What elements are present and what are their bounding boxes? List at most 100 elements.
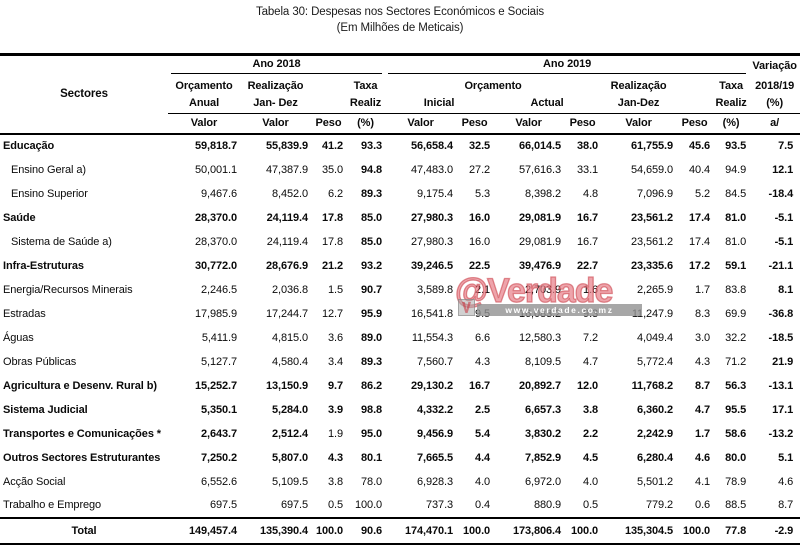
table-row: Sistema Judicial 5,350.1 5,284.0 3.9 98.8 4,… (0, 398, 800, 422)
sector-label: Saúde (3, 211, 36, 224)
value-cell: 22.7 (577, 259, 599, 272)
header-row-groups: Orçamento Anual Realização Jan- Dez Taxa… (0, 76, 800, 114)
value-cell: -5.1 (774, 211, 794, 224)
value-cell: 98.8 (361, 403, 383, 416)
value-cell: 88.5 (725, 499, 747, 511)
value-cell: 8.1 (778, 283, 794, 296)
sector-label: Águas (3, 331, 34, 344)
value-cell: 41.2 (321, 140, 343, 152)
value-cell: 5,411.9 (201, 331, 237, 344)
col-header-valor: Valor (240, 113, 311, 135)
sector-label: Agricultura e Desenv. Rural b) (3, 379, 157, 392)
value-cell: 59.1 (725, 259, 747, 272)
value-cell: 3,830.2 (525, 427, 562, 440)
value-cell: 9.7 (328, 379, 343, 392)
table-row: Educação 59,818.7 55,839.9 41.2 93.3 56,658.… (0, 134, 800, 158)
table-row: Sistema de Saúde a) 28,370.0 24,119.4 17.8… (0, 230, 800, 254)
value-cell: 2,643.7 (200, 427, 237, 440)
value-cell: 27.2 (469, 163, 491, 176)
value-cell: 9,456.9 (417, 427, 454, 440)
value-cell: 100.0 (456, 516, 494, 545)
value-cell: 8.3 (695, 307, 711, 320)
actual-header: Actual (530, 96, 564, 109)
value-cell: 7,250.2 (200, 451, 237, 464)
value-cell: 6,280.4 (637, 451, 674, 464)
col-header-peso: Peso (311, 113, 346, 135)
value-cell: 5,284.0 (271, 403, 308, 416)
value-cell: -21.1 (768, 259, 794, 272)
value-cell: 22.5 (469, 259, 491, 272)
value-cell: 13,150.9 (265, 379, 308, 392)
col-header-pct: (%) (713, 113, 750, 135)
value-cell: 93.3 (361, 140, 383, 152)
value-cell: 32.2 (725, 331, 747, 344)
value-cell: 27,980.3 (411, 211, 454, 224)
value-cell: 38.0 (577, 140, 599, 152)
col-header-valor: Valor (493, 113, 565, 135)
value-cell: 80.1 (361, 451, 383, 464)
value-cell: 21.2 (321, 259, 343, 272)
value-cell: 7.2 (583, 331, 599, 344)
value-cell: 56.3 (725, 379, 747, 392)
value-cell: 90.6 (346, 516, 386, 545)
value-cell: 3.4 (328, 355, 343, 368)
value-cell: 95.9 (361, 307, 383, 320)
value-cell: 23,335.6 (631, 259, 674, 272)
value-cell: 6,657.3 (525, 403, 562, 416)
value-cell: -18.4 (768, 187, 794, 200)
value-cell: 86.2 (361, 379, 383, 392)
value-cell: 39,246.5 (411, 259, 454, 272)
value-cell: 6,928.3 (417, 475, 454, 488)
value-cell: 89.3 (361, 355, 383, 368)
table-row: Energia/Recursos Minerais 2,246.5 2,036.8… (0, 278, 800, 302)
value-cell: 89.0 (361, 331, 383, 344)
value-cell: 4.7 (695, 403, 711, 416)
value-cell: 32.5 (469, 140, 491, 152)
sector-label: Infra-Estruturas (3, 259, 84, 272)
value-cell: 5,807.0 (271, 451, 308, 464)
value-cell: 85.0 (361, 211, 383, 224)
value-cell: 8,398.2 (525, 187, 562, 200)
value-cell: 4.7 (583, 355, 599, 368)
value-cell: 4.1 (695, 475, 711, 488)
value-cell: 2.2 (583, 427, 599, 440)
value-cell: 2,512.4 (271, 427, 308, 440)
sector-label: Transportes e Comunicações * (3, 427, 161, 440)
document-subtitle: (Em Milhões de Meticais) (336, 22, 464, 34)
value-cell: 4.6 (695, 451, 711, 464)
sector-label: Educação (3, 140, 55, 152)
value-cell: 20,892.7 (519, 379, 562, 392)
value-cell: 66,014.5 (519, 140, 562, 152)
table-body: Educação 59,818.7 55,839.9 41.2 93.3 56,658.… (0, 134, 800, 545)
value-cell: 2,246.5 (200, 283, 237, 296)
value-cell: 7,852.9 (525, 451, 562, 464)
value-cell: 8,109.5 (525, 355, 562, 368)
value-cell: 12,580.3 (519, 331, 562, 344)
value-cell: 2,036.8 (271, 283, 308, 296)
table-row: Transportes e Comunicações * 2,643.7 2,51… (0, 422, 800, 446)
value-cell: 7.5 (778, 140, 794, 152)
table-row: Trabalho e Emprego 697.5 697.5 0.5 100.0 737… (0, 494, 800, 518)
value-cell: 7,560.7 (417, 355, 454, 368)
sector-label: Ensino Geral a) (11, 163, 86, 176)
value-cell: 17.8 (321, 211, 343, 224)
value-cell: 11,554.3 (411, 331, 454, 344)
value-cell: 4,580.4 (271, 355, 308, 368)
taxa-realiz-2019-header: Taxa Realiz (713, 76, 750, 114)
value-cell: 5,109.5 (271, 475, 308, 488)
taxa-realiz-2018-header: Taxa Realiz (346, 76, 386, 114)
value-cell: 17,244.7 (265, 307, 308, 320)
value-cell: 173,806.4 (493, 516, 565, 545)
value-cell: 61,755.9 (631, 140, 674, 152)
value-cell: 23,561.2 (631, 235, 674, 248)
value-cell: 8.7 (695, 379, 711, 392)
value-cell: 8.7 (778, 499, 794, 511)
table-row: Ensino Superior 9,467.6 8,452.0 6.2 89.3 9,1… (0, 182, 800, 206)
value-cell: 6,360.2 (637, 403, 674, 416)
sector-label: Sistema de Saúde a) (11, 235, 112, 248)
value-cell: 779.2 (646, 499, 674, 511)
value-cell: 12.0 (577, 379, 599, 392)
value-cell: 78.9 (725, 475, 747, 488)
value-cell: 5,127.7 (200, 355, 237, 368)
value-cell: 81.0 (725, 235, 747, 248)
